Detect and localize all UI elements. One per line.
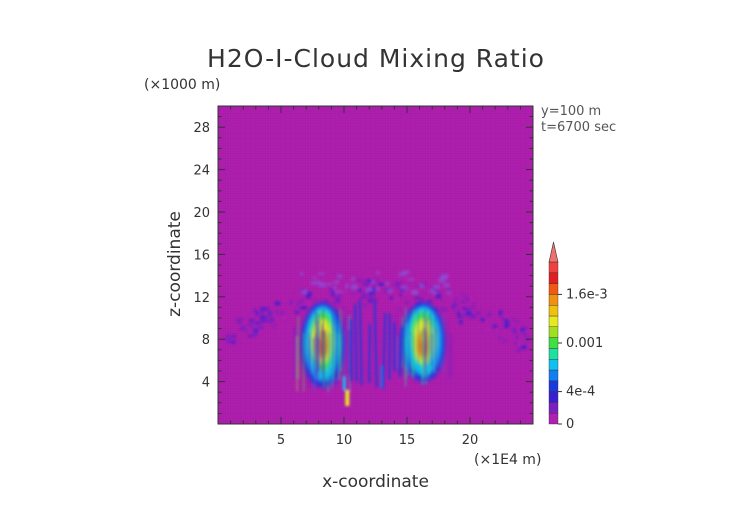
colorbar-segment — [548, 413, 559, 425]
x-tick-label: 20 — [462, 433, 479, 448]
y-tick-label: 16 — [193, 248, 210, 263]
annotation-y-position: y=100 m — [541, 104, 602, 119]
y-tick-label: 12 — [193, 291, 210, 306]
colorbar-tick-label: 1.6e-3 — [566, 287, 608, 302]
right-core-region — [395, 302, 451, 387]
x-axis-label: x-coordinate — [322, 472, 429, 492]
y-axis-unit: (×1000 m) — [144, 77, 221, 93]
colorbar-segment — [548, 380, 559, 392]
anvil-region — [224, 270, 532, 352]
annotation-time: t=6700 sec — [541, 120, 617, 135]
colorbar-tick-label: 0.001 — [566, 336, 603, 351]
colorbar-tick-label: 4e-4 — [566, 385, 595, 400]
colorbar-segment — [548, 261, 559, 274]
y-tick-label: 4 — [202, 376, 210, 391]
colorbar-tick-label: 0 — [566, 417, 574, 432]
colorbar-segment — [548, 402, 559, 414]
colorbar-segment — [548, 337, 559, 349]
x-axis-unit: (×1E4 m) — [474, 452, 542, 468]
colorbar-segment — [548, 348, 559, 360]
chart-title: H2O-I-Cloud Mixing Ratio — [207, 44, 545, 73]
y-tick-label: 24 — [193, 164, 210, 179]
colorbar-segment — [548, 294, 559, 306]
colorbar-segment — [548, 369, 559, 382]
x-tick-label: 10 — [336, 433, 353, 448]
colorbar-segment — [548, 315, 559, 328]
colorbar-segment — [548, 326, 559, 338]
central-streaks-region — [349, 299, 403, 389]
x-tick-label: 15 — [399, 433, 416, 448]
colorbar-segment — [548, 283, 559, 295]
colorbar-segment — [548, 305, 559, 317]
colorbar-segment — [548, 272, 559, 284]
y-tick-label: 28 — [193, 121, 210, 136]
colorbar-segment — [548, 359, 559, 371]
y-tick-label: 20 — [193, 206, 210, 221]
y-tick-label: 8 — [202, 333, 210, 348]
left-core-region — [294, 302, 351, 406]
colorbar-segment — [548, 391, 559, 403]
x-tick-label: 5 — [277, 433, 285, 448]
colorbar-extend-arrow — [548, 241, 559, 263]
